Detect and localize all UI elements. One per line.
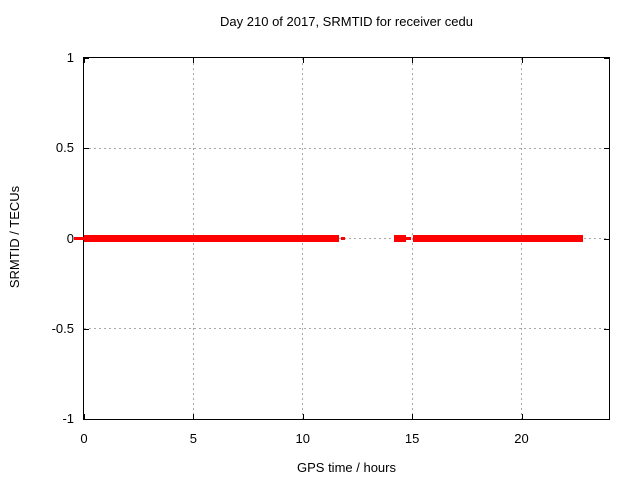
x-tick-label: 20 [514,431,529,446]
x-tick [302,58,304,63]
data-segment [406,237,411,240]
x-tick-label: 15 [404,431,420,446]
y-tick [84,148,89,150]
x-tick [521,58,523,63]
x-tick-label: 5 [189,431,197,446]
y-tick [84,419,89,420]
x-tick [521,414,523,419]
x-tick [193,414,195,419]
data-segment [412,235,583,242]
x-tick-label: 0 [80,431,88,446]
x-tick [302,414,304,419]
plot-area [74,57,610,420]
data-segment [74,237,86,240]
y-tick [604,419,609,420]
y-tick [84,58,89,59]
y-tick-label: 0.5 [55,140,74,156]
data-segment [84,235,340,242]
y-tick [84,328,89,330]
y-tick-label: 1 [66,50,74,65]
x-axis-label: GPS time / hours [297,460,396,475]
y-axis-label: SRMTID / TECUs [7,185,22,289]
data-segment [341,237,345,240]
y-tick-label: -0.5 [51,320,74,336]
y-tick-label: 0 [66,230,74,246]
y-tick [604,148,609,150]
y-gridline [84,328,609,330]
x-tick [84,58,85,63]
y-gridline [84,147,609,149]
x-tick-label: 10 [295,431,310,446]
y-tick [604,58,609,59]
data-segment [393,235,406,242]
y-tick-label: -1 [62,411,74,426]
y-tick [604,238,609,240]
chart-title: Day 210 of 2017, SRMTID for receiver ced… [220,14,473,29]
y-tick [604,328,609,330]
x-tick [84,414,85,419]
x-tick [412,58,414,63]
x-tick [412,414,414,419]
y-gridline [84,238,609,239]
x-tick [193,58,195,63]
